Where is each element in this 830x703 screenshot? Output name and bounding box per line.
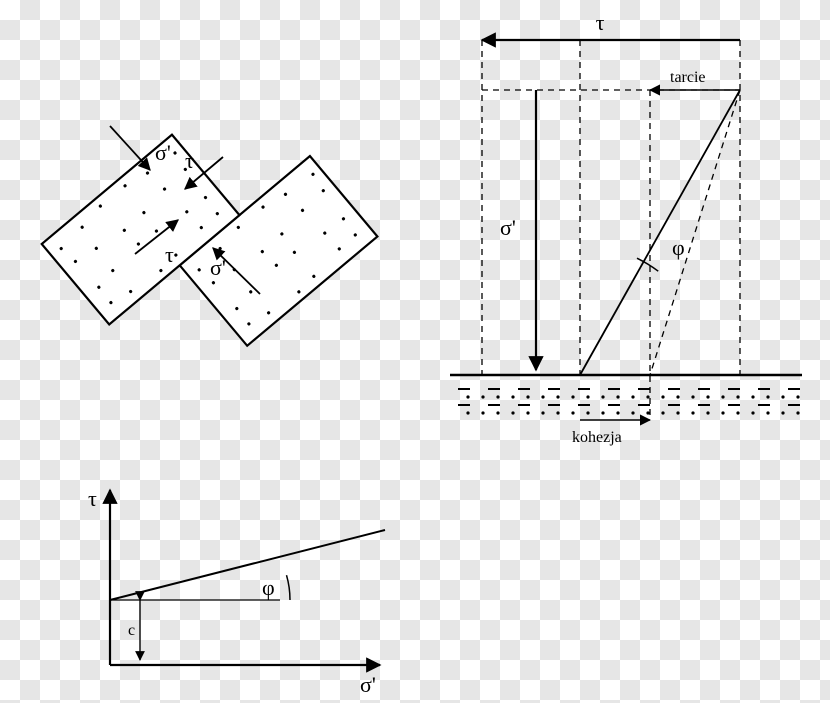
axis-label-sigma: σ' [360, 672, 376, 697]
label-tau-lower: τ [165, 242, 174, 267]
label-c: c [128, 622, 135, 639]
label-sigma-lower: σ' [210, 255, 226, 280]
label-sigma-vert: σ' [500, 215, 516, 240]
panel-shear-blocks: σ' τ τ σ' [42, 76, 378, 405]
label-kohezja: kohezja [572, 429, 622, 446]
panel-force-diagram: τ tarcie σ' φ kohezja [450, 10, 802, 446]
panel-tau-sigma-graph: τ σ' φ c [88, 486, 385, 697]
diagram-svg: σ' τ τ σ' τ tarcie σ' φ kohezja τ σ' φ c [0, 0, 830, 703]
label-sigma-upper: σ' [155, 140, 171, 165]
axis-label-tau: τ [88, 486, 97, 511]
label-phi-graph: φ [262, 575, 275, 600]
label-tau-top: τ [596, 10, 605, 35]
label-tau-upper: τ [185, 148, 194, 173]
label-phi-force: φ [672, 235, 685, 260]
label-tarcie: tarcie [670, 69, 706, 86]
